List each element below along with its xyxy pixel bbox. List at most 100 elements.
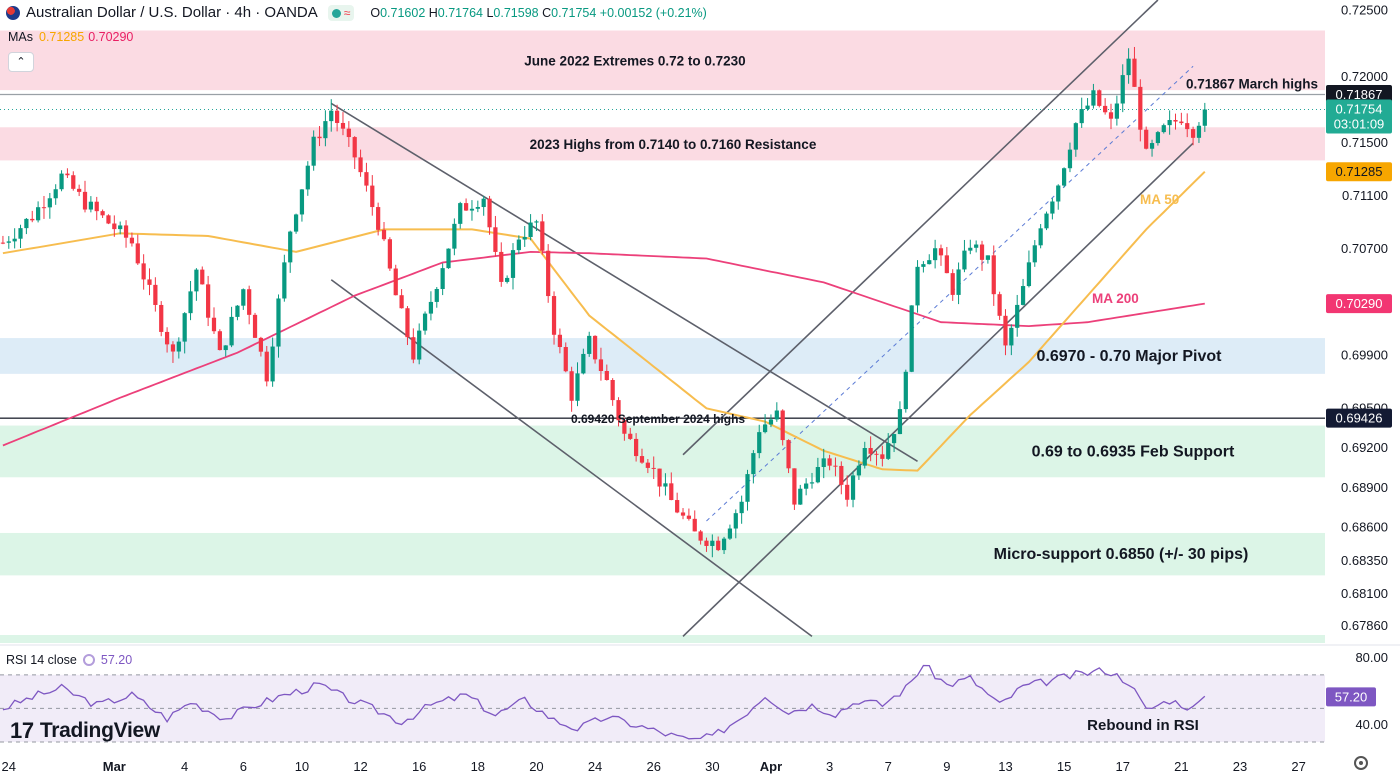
gear-icon[interactable]: [1354, 756, 1368, 770]
candle-body: [1126, 58, 1131, 76]
candle-body: [0, 242, 6, 244]
candle: [299, 189, 305, 222]
candle: [335, 104, 340, 132]
candle: [587, 331, 592, 357]
candle-body: [592, 335, 598, 360]
ma-legend[interactable]: MAs 0.71285 0.70290: [8, 30, 133, 44]
rsi-header[interactable]: RSI 14 close 57.20: [6, 653, 132, 667]
tradingview-logo[interactable]: 17 TradingView: [10, 718, 160, 744]
time-tick-label: Mar: [103, 759, 126, 774]
candle-body: [182, 313, 187, 342]
candle-body: [288, 231, 293, 263]
candle-body: [1056, 185, 1061, 202]
ma50-label: MA 50: [1140, 192, 1179, 207]
symbol-title[interactable]: Australian Dollar / U.S. Dollar · 4h · O…: [26, 4, 318, 21]
candle-body: [370, 185, 375, 208]
market-status-pill[interactable]: ≈: [327, 4, 355, 21]
candle: [106, 214, 111, 225]
candle-body: [815, 467, 820, 483]
candle: [223, 345, 228, 357]
candle: [446, 248, 451, 269]
falling-channel-upper-line: [330, 102, 918, 463]
candle: [323, 110, 328, 147]
candle-body: [610, 380, 615, 401]
candle-body: [944, 255, 949, 274]
candle: [1114, 95, 1119, 126]
candle: [528, 214, 533, 241]
candle: [675, 492, 680, 514]
candle: [440, 263, 445, 296]
candle-body: [100, 211, 105, 216]
candle-body: [739, 501, 744, 514]
candle-body: [581, 353, 586, 374]
change-value: +0.00152 (+0.21%): [599, 5, 707, 20]
candle-body: [686, 515, 691, 519]
candle-body: [915, 266, 920, 306]
candle-body: [335, 110, 340, 123]
candle-body: [833, 465, 838, 467]
candle-body: [71, 175, 76, 189]
candle: [592, 335, 598, 364]
candle: [680, 508, 686, 520]
candle: [381, 222, 387, 242]
candle: [135, 234, 140, 265]
candle: [100, 209, 105, 218]
candle-body: [704, 540, 709, 546]
candle-body: [258, 337, 264, 352]
candle: [780, 409, 785, 446]
candle: [153, 277, 158, 312]
candle: [991, 245, 996, 306]
candle: [71, 171, 76, 191]
candle-body: [786, 440, 791, 469]
candle-body: [880, 454, 885, 459]
march-highs-label: 0.71867 March highs: [1186, 77, 1318, 92]
candle: [1038, 224, 1043, 249]
candle-body: [751, 453, 756, 475]
rsi-settings-icon[interactable]: [82, 654, 95, 666]
candle: [428, 291, 434, 321]
candle: [35, 201, 41, 223]
candle-body: [1179, 121, 1184, 124]
time-tick-label: 18: [471, 759, 485, 774]
time-tick-label: 26: [646, 759, 660, 774]
candle-body: [1026, 262, 1032, 287]
candle-body: [6, 241, 11, 243]
price-badge-text: 0.71867: [1336, 87, 1383, 102]
candle: [909, 305, 914, 373]
candle: [551, 291, 557, 345]
candle-body: [1061, 168, 1067, 186]
candle: [1108, 103, 1114, 130]
candle-body: [557, 334, 563, 348]
candle-body: [47, 198, 52, 208]
candle: [1067, 142, 1073, 173]
candle: [616, 397, 621, 427]
candle-body: [24, 218, 29, 229]
candle: [1056, 184, 1061, 210]
candle: [1138, 79, 1143, 142]
candle-body: [956, 269, 961, 295]
candle-body: [1067, 149, 1073, 169]
collapse-legend-button[interactable]: ⌃: [8, 52, 34, 72]
rising-channel-mid-line: [706, 65, 1194, 522]
candle-body: [94, 201, 99, 212]
candle-body: [985, 255, 990, 260]
candle: [651, 456, 656, 480]
candle: [891, 433, 897, 453]
candle-body: [217, 331, 222, 351]
candle: [557, 328, 563, 354]
candle: [657, 468, 662, 497]
candle: [194, 268, 199, 301]
candle: [798, 484, 803, 505]
candle: [276, 294, 281, 358]
candle: [815, 457, 820, 484]
time-tick-label: 4: [181, 759, 188, 774]
candle-body: [211, 317, 217, 332]
candle: [434, 287, 439, 308]
candle-body: [305, 165, 310, 190]
candle-body: [675, 500, 680, 513]
candle: [944, 246, 949, 274]
candle: [1173, 113, 1178, 130]
candle: [487, 195, 492, 235]
candle-body: [974, 244, 979, 248]
